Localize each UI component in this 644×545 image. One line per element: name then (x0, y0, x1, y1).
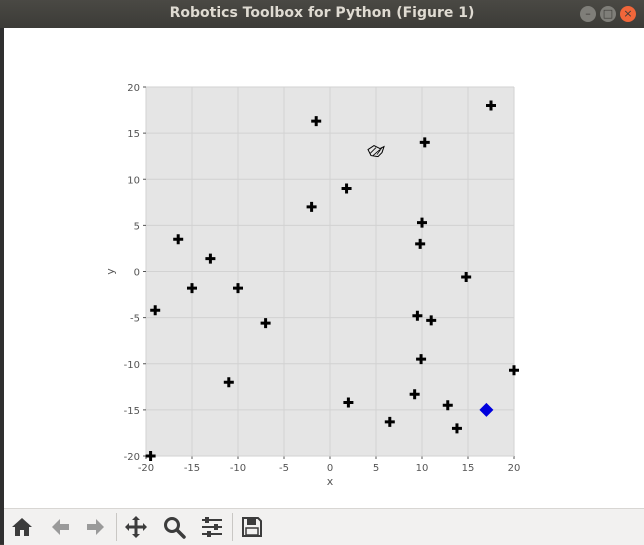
save-disk-icon[interactable] (238, 513, 266, 541)
landmark-marker (205, 253, 216, 264)
landmark-marker (233, 283, 243, 294)
x-tick-label: -20 (138, 463, 154, 474)
maximize-button[interactable]: □ (600, 6, 616, 22)
x-tick-label: 20 (508, 463, 521, 474)
landmark-marker (145, 451, 156, 461)
robot-vehicle-marker (367, 144, 385, 158)
landmark-marker (412, 310, 423, 321)
landmark-marker (173, 234, 184, 245)
x-tick-label: -15 (184, 463, 200, 474)
y-tick-label: 0 (134, 268, 140, 279)
x-tick-label: 15 (462, 463, 475, 474)
landmark-marker (223, 377, 234, 388)
landmark-marker (409, 389, 420, 400)
landmark-marker (384, 416, 395, 427)
landmark-marker (426, 315, 437, 326)
y-tick-label: 15 (127, 129, 140, 140)
landmark-marker (417, 217, 427, 228)
goal-marker (479, 402, 494, 417)
x-tick-label: 0 (327, 463, 333, 474)
home-icon[interactable] (8, 513, 36, 541)
window-titlebar[interactable]: Robotics Toolbox for Python (Figure 1) –… (0, 0, 644, 28)
forward-arrow-icon[interactable] (82, 513, 110, 541)
landmark-marker (509, 365, 519, 376)
y-tick-label: -5 (130, 314, 140, 325)
back-arrow-icon[interactable] (46, 513, 74, 541)
toolbar-separator (232, 513, 233, 541)
scatter-plot: -20 -15 -10 -5 0 5 10 15 20 20 15 10 5 0 -5 -10 -15 -20 x y (104, 83, 521, 488)
landmark-marker (416, 354, 427, 365)
x-tick-label: 5 (373, 463, 379, 474)
y-axis-label: y (104, 268, 117, 275)
y-tick-label: 10 (127, 175, 140, 186)
robot-body (367, 144, 385, 158)
y-tick-label: -15 (124, 406, 140, 417)
x-axis-label: x (327, 475, 334, 488)
y-tick-label: -10 (124, 360, 140, 371)
robot-detail (369, 147, 383, 156)
x-tick-label: -5 (279, 463, 289, 474)
window-title: Robotics Toolbox for Python (Figure 1) (169, 5, 475, 21)
landmark-marker (260, 318, 271, 329)
pan-move-icon[interactable] (122, 513, 150, 541)
window-edge (0, 28, 4, 544)
zoom-magnifier-icon[interactable] (160, 513, 188, 541)
landmark-marker (415, 238, 426, 249)
landmark-marker (442, 400, 453, 411)
configure-subplots-icon[interactable] (198, 513, 226, 541)
figure-canvas[interactable]: -20 -15 -10 -5 0 5 10 15 20 20 15 10 5 0 -5 -10 -15 -20 x y (4, 28, 644, 508)
landmark-marker (341, 183, 352, 194)
x-tick-label: 10 (416, 463, 429, 474)
landmark-marker (343, 397, 354, 408)
landmark-marker (187, 283, 197, 294)
x-tick-label: -10 (230, 463, 246, 474)
landmark-marker (461, 272, 472, 283)
landmark-marker (306, 201, 317, 212)
landmark-marker (451, 423, 462, 434)
landmark-marker (486, 100, 496, 111)
landmark-marker (150, 305, 161, 316)
y-tick-label: 20 (127, 83, 140, 94)
landmark-marker (311, 116, 322, 127)
toolbar-separator (116, 513, 117, 541)
y-tick-label: 5 (134, 221, 140, 232)
navigation-toolbar (4, 508, 644, 545)
landmark-marker (419, 137, 430, 148)
y-tick-label: -20 (124, 452, 140, 463)
close-button[interactable]: × (620, 6, 636, 22)
minimize-button[interactable]: – (580, 6, 596, 22)
